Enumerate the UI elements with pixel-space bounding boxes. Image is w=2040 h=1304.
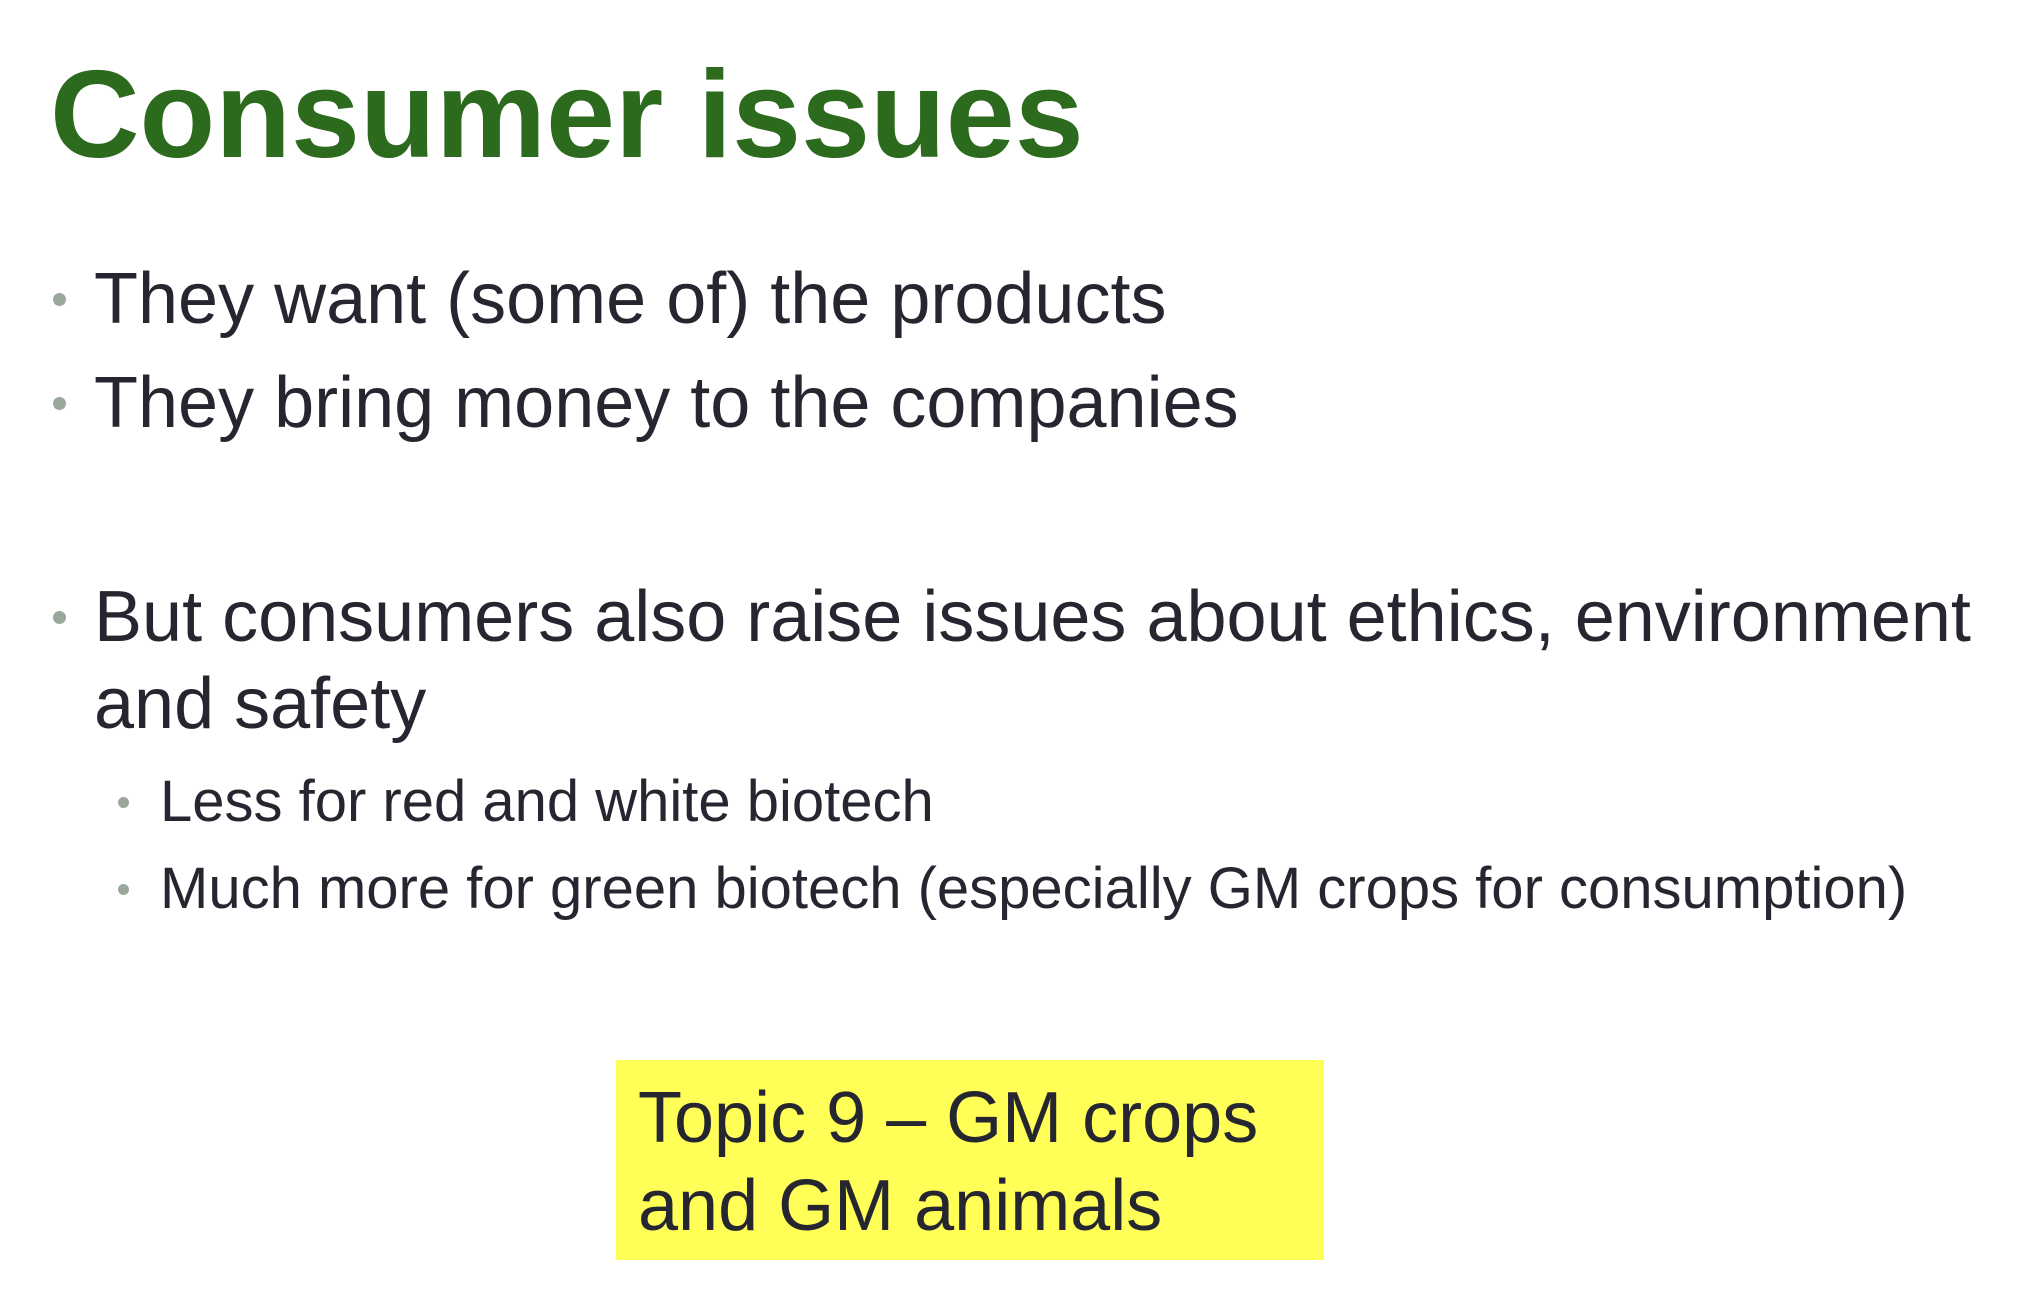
- bullet-dot-icon: [53, 397, 66, 410]
- bullet-text-line-1: But consumers also raise issues about et…: [94, 577, 1971, 657]
- topic-callout-box: Topic 9 – GM crops and GM animals: [616, 1060, 1324, 1260]
- bullet-dot-icon: [53, 293, 66, 306]
- bullet-dot-icon: [53, 611, 66, 624]
- bullet-dot-icon: [118, 797, 129, 808]
- sub-bullet-text: Less for red and white biotech: [160, 769, 934, 834]
- bullet-text-line-2: and safety: [94, 664, 427, 744]
- bullet-text: They bring money to the companies: [94, 363, 1239, 443]
- bullet-text: They want (some of) the products: [94, 259, 1167, 339]
- bullet-dot-icon: [118, 884, 129, 895]
- sub-bullet-text: Much more for green biotech (especially …: [160, 856, 1908, 921]
- slide-title: Consumer issues: [50, 46, 1084, 184]
- callout-line-2: and GM animals: [638, 1166, 1163, 1246]
- callout-line-1: Topic 9 – GM crops: [638, 1078, 1259, 1158]
